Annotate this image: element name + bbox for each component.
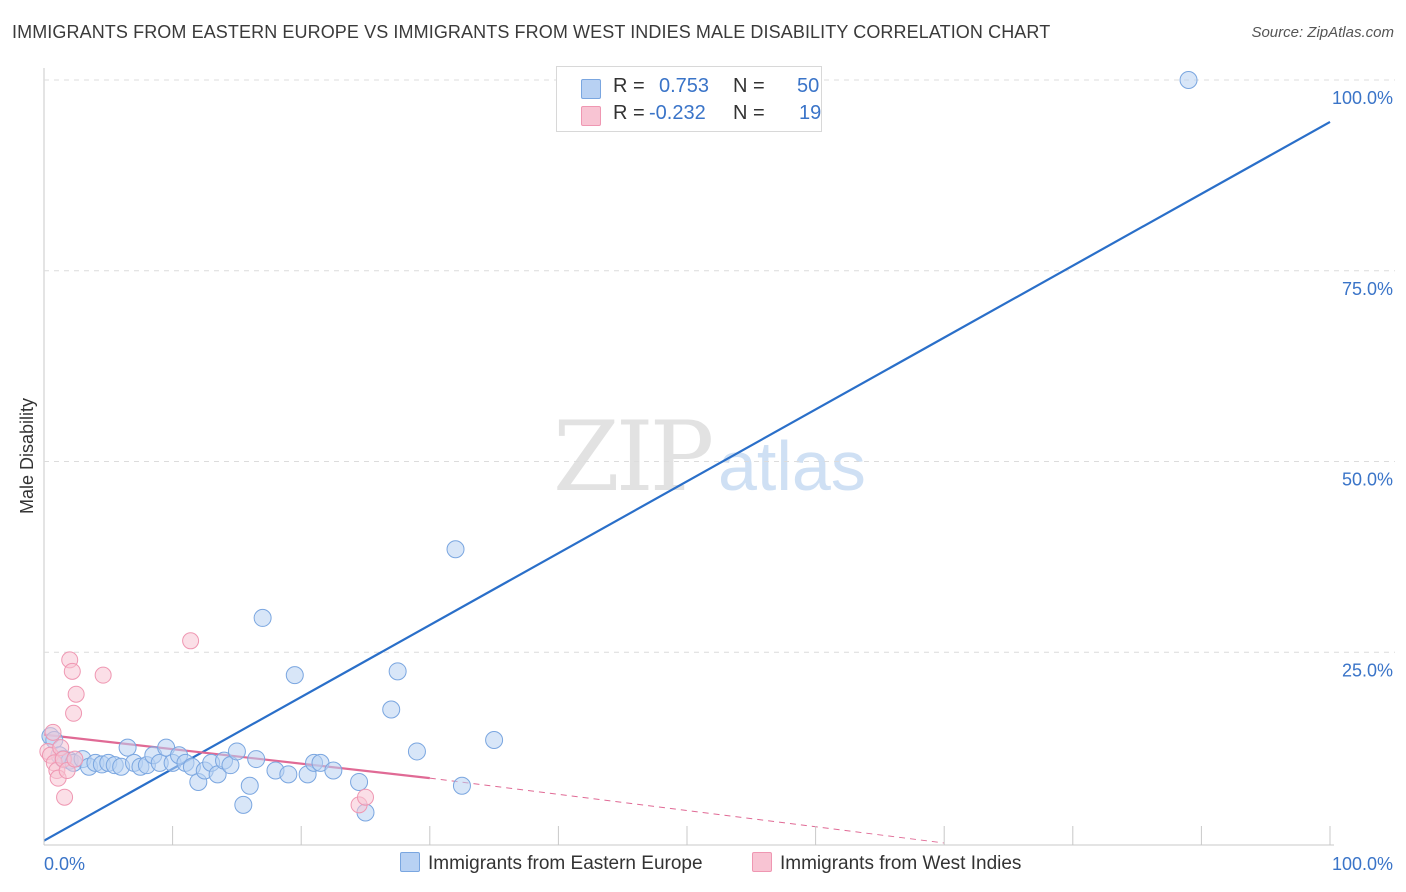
- legend-n-value-1: 50: [797, 75, 820, 97]
- legend-swatch-blue: [581, 79, 601, 99]
- point-eastern-europe: [227, 742, 246, 761]
- bottom-legend-swatch-pink: [752, 852, 772, 872]
- point-eastern-europe: [324, 761, 343, 780]
- point-eastern-europe: [118, 738, 137, 757]
- point-west-indies: [66, 750, 84, 768]
- bottom-legend-label-2: Immigrants from West Indies: [780, 853, 1022, 874]
- point-west-indies: [56, 788, 74, 806]
- x-tick-label: 0.0%: [44, 854, 85, 874]
- point-eastern-europe: [407, 742, 426, 761]
- point-west-indies: [357, 788, 374, 806]
- point-west-indies: [94, 666, 112, 684]
- point-west-indies: [67, 685, 85, 703]
- bottom-legend-eastern-europe: Immigrants from Eastern Europe: [400, 852, 703, 875]
- point-eastern-europe: [279, 765, 298, 784]
- legend-n-value-2: 19: [799, 102, 822, 124]
- point-eastern-europe: [485, 730, 504, 749]
- point-eastern-europe: [285, 666, 304, 685]
- trend-line-west-indies-extension: [429, 777, 945, 844]
- legend-r-value-2: -0.232: [649, 102, 706, 124]
- legend-r-value-1: 0.753: [659, 75, 710, 97]
- point-west-indies: [63, 662, 81, 680]
- point-west-indies: [182, 632, 200, 650]
- point-eastern-europe: [247, 750, 266, 769]
- legend-n-label: N =: [733, 102, 765, 124]
- bottom-legend-west-indies: Immigrants from West Indies: [752, 852, 1021, 875]
- source-label: Source: ZipAtlas.com: [1251, 24, 1394, 41]
- y-tick-label: 25.0%: [1342, 660, 1393, 680]
- y-tick-label: 100.0%: [1332, 88, 1393, 108]
- correlation-legend: R = 0.753 N = 50 R = -0.232 N = 19: [556, 66, 822, 132]
- point-eastern-europe: [382, 700, 401, 719]
- point-eastern-europe: [446, 540, 465, 559]
- watermark-zip: ZIP: [553, 401, 712, 513]
- point-eastern-europe: [234, 795, 253, 814]
- point-eastern-europe: [452, 776, 471, 795]
- point-eastern-europe: [240, 776, 259, 795]
- y-tick-label: 75.0%: [1342, 279, 1393, 299]
- y-axis-label: Male Disability: [17, 398, 37, 514]
- trend-line-eastern-europe: [43, 121, 1331, 842]
- legend-n-label: N =: [733, 75, 765, 97]
- point-eastern-europe: [388, 662, 407, 681]
- point-west-indies: [65, 704, 83, 722]
- legend-r-label: R =: [613, 102, 645, 124]
- point-west-indies: [44, 723, 62, 741]
- y-tick-label: 50.0%: [1342, 470, 1393, 490]
- legend-r-label: R =: [613, 75, 645, 97]
- point-eastern-europe: [253, 608, 272, 627]
- watermark-atlas: atlas: [718, 427, 866, 505]
- point-eastern-europe: [350, 772, 369, 791]
- bottom-legend-swatch-blue: [400, 852, 420, 872]
- point-eastern-europe: [1179, 71, 1198, 89]
- legend-swatch-pink: [581, 106, 601, 126]
- bottom-legend-label-1: Immigrants from Eastern Europe: [428, 853, 703, 874]
- x-tick-label: 100.0%: [1332, 854, 1393, 874]
- chart-title: IMMIGRANTS FROM EASTERN EUROPE VS IMMIGR…: [12, 22, 1051, 42]
